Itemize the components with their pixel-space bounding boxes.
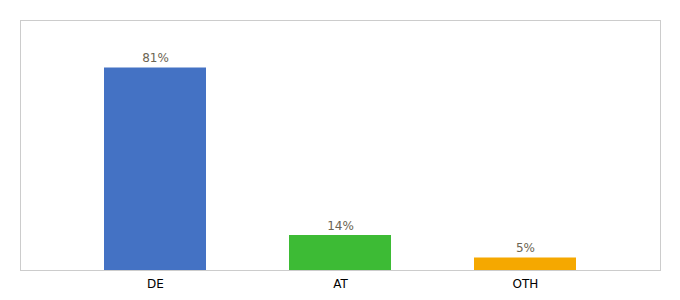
svg-text:OTH: OTH: [513, 277, 539, 291]
svg-text:AT: AT: [333, 277, 348, 291]
svg-text:DE: DE: [147, 277, 164, 291]
svg-text:14%: 14%: [327, 219, 354, 233]
svg-text:81%: 81%: [142, 51, 169, 65]
svg-text:5%: 5%: [516, 241, 535, 255]
